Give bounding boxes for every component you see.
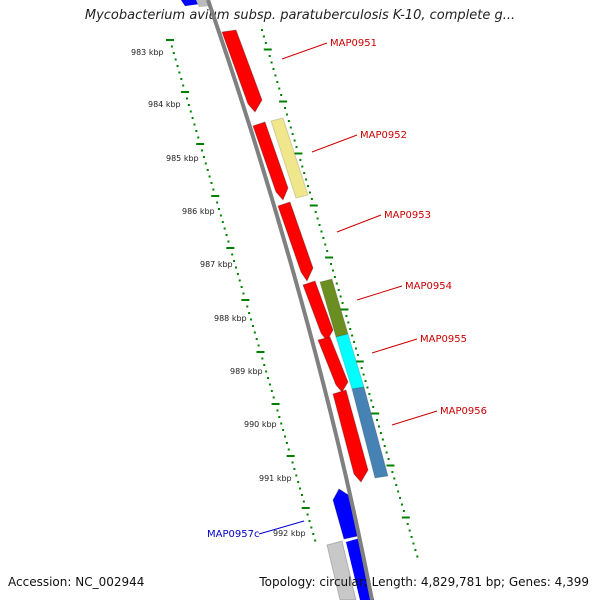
gene-arrow[interactable] [252,121,289,201]
gene-arrow[interactable] [302,280,334,342]
gene-map0956[interactable] [332,389,369,483]
feature-track [270,117,389,479]
gene-label-leader [336,214,382,233]
gene-track [181,0,374,600]
kbp-label: 990 kbp [244,420,277,429]
kbp-label: 984 kbp [148,100,181,109]
kbp-label: 988 kbp [214,314,247,323]
gene-map0951[interactable] [221,29,263,113]
kbp-labels: 983 kbp 984 kbp 985 kbp 986 kbp 987 kbp 988 k… [131,48,306,538]
gene-map0954[interactable] [302,280,334,342]
kbp-label: 991 kbp [259,474,292,483]
kbp-dotted-track-right [261,29,419,558]
gene-label-map0953[interactable]: MAP0953 [384,210,431,221]
gene-map0952[interactable] [252,121,289,201]
gene-arrow[interactable] [277,201,314,283]
kbp-label: 987 kbp [200,260,233,269]
gene-label-map0957c[interactable]: MAP0957c [207,529,259,540]
kbp-label: 986 kbp [182,207,215,216]
kbp-label: 983 kbp [131,48,164,57]
accession-label: Accession: NC_002944 [8,575,145,589]
backbone-track [206,0,374,600]
gene-label-leader [258,520,305,535]
kbp-dotted-track-left [166,39,317,542]
gene-arrow[interactable] [317,336,349,393]
backbone-line [206,0,374,600]
gene-arrow[interactable] [332,389,369,483]
kbp-label: 989 kbp [230,367,263,376]
gene-label-leader [371,338,418,354]
gene-label-leader [356,285,403,301]
gene-arrow-partial [181,0,200,6]
gene-map0953[interactable] [277,201,314,283]
gene-label-leader [281,42,328,60]
gene-label-leader [311,134,358,153]
genome-title: Mycobacterium avium subsp. paratuberculo… [84,8,516,23]
gene-label-map0956[interactable]: MAP0956 [440,406,487,417]
kbp-label: 992 kbp [273,529,306,538]
gene-label-map0951[interactable]: MAP0951 [330,38,377,49]
feature-block [270,117,309,199]
kbp-label: 985 kbp [166,154,199,163]
feature-block [351,386,389,479]
gene-labels: MAP0951 MAP0952 MAP0953 MAP0954 MAP0955 MAP09… [207,38,487,540]
gene-map0955[interactable] [317,336,349,393]
gene-label-map0954[interactable]: MAP0954 [405,281,452,292]
gene-label-map0955[interactable]: MAP0955 [420,334,467,345]
gene-label-map0952[interactable]: MAP0952 [360,130,407,141]
genome-summary: Topology: circular; Length: 4,829,781 bp… [259,575,589,589]
gene-arrow-partial [326,540,357,600]
gene-arrow[interactable] [221,29,263,113]
gene-label-leader [391,410,438,426]
